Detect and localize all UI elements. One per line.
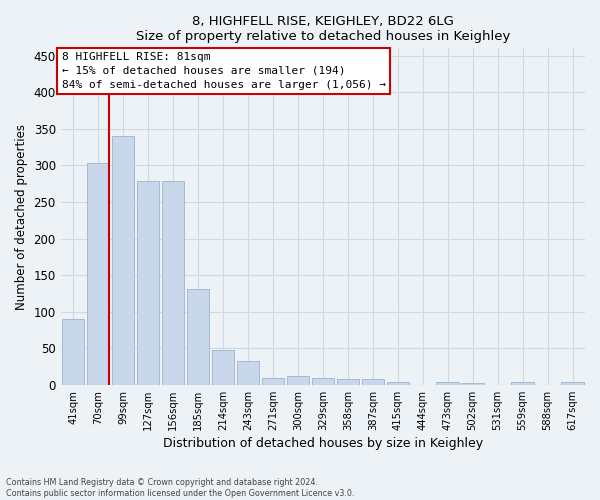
Bar: [262, 378, 284, 385]
Y-axis label: Number of detached properties: Number of detached properties: [15, 124, 28, 310]
Bar: [386, 382, 409, 385]
Bar: [187, 289, 209, 385]
Bar: [311, 378, 334, 385]
Bar: [236, 360, 259, 385]
Bar: [212, 350, 234, 385]
Bar: [362, 379, 384, 385]
Text: Contains HM Land Registry data © Crown copyright and database right 2024.
Contai: Contains HM Land Registry data © Crown c…: [6, 478, 355, 498]
Bar: [561, 382, 584, 385]
Bar: [511, 382, 534, 385]
Bar: [436, 382, 459, 385]
Bar: [62, 319, 85, 385]
Bar: [87, 163, 109, 385]
Bar: [287, 376, 309, 385]
Bar: [162, 182, 184, 385]
Bar: [112, 136, 134, 385]
X-axis label: Distribution of detached houses by size in Keighley: Distribution of detached houses by size …: [163, 437, 483, 450]
Text: 8 HIGHFELL RISE: 81sqm
← 15% of detached houses are smaller (194)
84% of semi-de: 8 HIGHFELL RISE: 81sqm ← 15% of detached…: [62, 52, 386, 90]
Title: 8, HIGHFELL RISE, KEIGHLEY, BD22 6LG
Size of property relative to detached house: 8, HIGHFELL RISE, KEIGHLEY, BD22 6LG Siz…: [136, 15, 510, 43]
Bar: [337, 379, 359, 385]
Bar: [137, 182, 159, 385]
Bar: [461, 382, 484, 385]
